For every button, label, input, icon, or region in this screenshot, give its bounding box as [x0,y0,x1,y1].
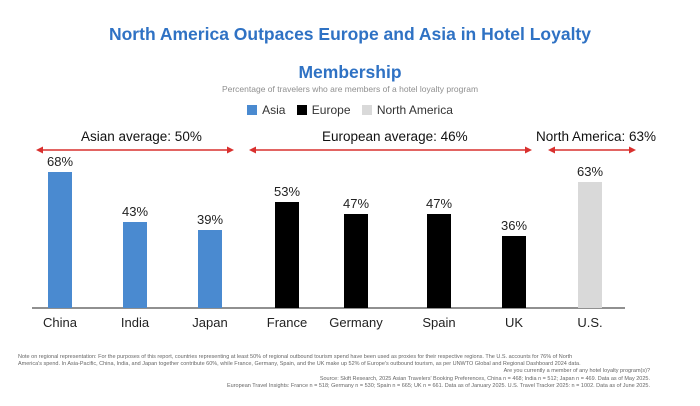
legend-label-asia: Asia [262,103,286,117]
europe-range-arrow [249,146,532,154]
legend: Asia Europe North America [0,103,700,117]
asia-average-label: Asian average: 50% [81,129,202,144]
footnote-line-1: Note on regional representation: For the… [18,354,573,360]
value-label-u-s: 63% [577,164,603,179]
legend-label-europe: Europe [311,103,351,117]
legend-label-north-america: North America [376,103,453,117]
category-label-spain: Spain [422,315,455,330]
source-line-2: European Travel Insights: France n = 518… [227,383,650,389]
legend-item-europe: Europe [296,103,351,117]
value-label-spain: 47% [426,196,452,211]
bar-china [48,172,72,308]
survey-question: Are you currently a member of any hotel … [503,368,650,374]
value-label-uk: 36% [501,218,527,233]
bar-germany [344,214,368,308]
legend-swatch-north-america [361,105,372,115]
value-label-france: 53% [274,184,300,199]
value-label-china: 68% [47,154,73,169]
category-label-uk: UK [505,315,523,330]
chart-title-line-1: North America Outpaces Europe and Asia i… [108,24,591,44]
value-label-japan: 39% [197,212,223,227]
legend-swatch-europe [296,105,307,115]
north-america-range-arrow [548,146,636,154]
category-label-germany: Germany [329,315,383,330]
category-label-japan: Japan [192,315,227,330]
bar-india [123,222,147,308]
bar-spain [427,214,451,308]
europe-average-label: European average: 46% [322,129,468,144]
chart-title-line-2: Membership [298,62,402,82]
legend-item-north-america: North America [361,103,453,117]
category-label-china: China [43,315,78,330]
bar-france [275,202,299,308]
north-america-label: North America: 63% [536,129,657,144]
source-line-1: Source: Skift Research, 2025 Asian Trave… [319,376,650,382]
bar-japan [198,230,222,308]
chart-subtitle: Percentage of travelers who are members … [221,84,479,94]
asia-range-arrow [36,146,234,154]
legend-swatch-asia [247,105,258,115]
category-label-france: France [267,315,307,330]
value-label-germany: 47% [343,196,369,211]
category-label-u-s: U.S. [577,315,602,330]
bar-u-s [578,182,602,308]
value-label-india: 43% [122,204,148,219]
footnote-line-2: America's spend. In Asia-Pacific, China,… [18,361,581,367]
category-label-india: India [121,315,150,330]
legend-item-asia: Asia [247,103,285,117]
bar-uk [502,236,526,308]
